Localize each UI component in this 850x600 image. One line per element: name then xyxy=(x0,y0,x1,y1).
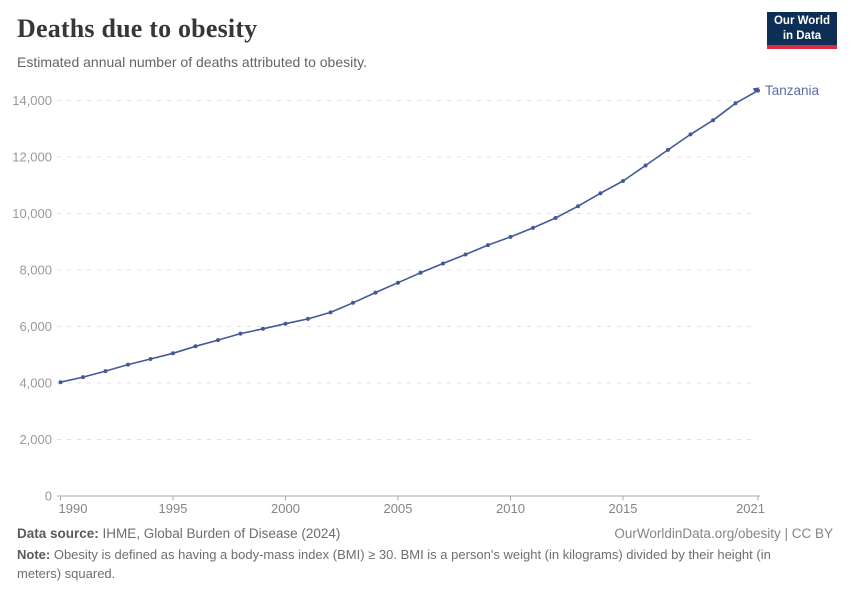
data-point[interactable] xyxy=(193,344,198,349)
plot-area[interactable]: 0 2,000 4,000 6,000 8,000 10,000 12,000 14,000 1… xyxy=(0,80,850,530)
chart-footer: Data source: IHME, Global Burden of Dise… xyxy=(17,526,833,584)
data-point[interactable] xyxy=(328,310,333,315)
data-point[interactable] xyxy=(621,179,625,183)
line-end-arrow-icon xyxy=(752,87,760,93)
y-axis-tick-label: 12,000 xyxy=(12,150,52,165)
data-point[interactable] xyxy=(216,338,220,343)
y-axis-tick-label: 2,000 xyxy=(19,432,52,447)
x-axis-tick-label: 2000 xyxy=(271,501,300,516)
line-chart[interactable]: 0 2,000 4,000 6,000 8,000 10,000 12,000 14,000 1… xyxy=(0,80,850,530)
chart-subtitle: Estimated annual number of deaths attrib… xyxy=(17,54,367,70)
data-point[interactable] xyxy=(531,225,535,230)
data-point[interactable] xyxy=(373,290,378,295)
owid-logo-line1: Our World xyxy=(773,15,830,28)
x-axis-tick-label: 2005 xyxy=(384,501,413,516)
data-point[interactable] xyxy=(283,321,288,326)
owid-logo-line2: in Data xyxy=(782,29,822,42)
data-point[interactable] xyxy=(418,270,423,275)
data-point[interactable] xyxy=(103,369,108,374)
data-point[interactable] xyxy=(508,234,513,239)
x-axis-tick-label: 1995 xyxy=(159,501,188,516)
data-point[interactable] xyxy=(598,191,603,196)
data-point[interactable] xyxy=(666,147,670,152)
data-point[interactable] xyxy=(643,163,648,168)
data-point[interactable] xyxy=(396,280,400,285)
y-axis-tick-label: 14,000 xyxy=(12,93,52,108)
owid-logo[interactable]: Our World in Data xyxy=(767,12,837,49)
data-line-tanzania[interactable] xyxy=(60,89,759,383)
data-point[interactable] xyxy=(126,362,130,367)
data-point[interactable] xyxy=(688,132,693,137)
data-point[interactable] xyxy=(261,326,265,331)
owid-license-link[interactable]: OurWorldinData.org/obesity | CC BY xyxy=(614,526,833,541)
data-point[interactable] xyxy=(306,316,310,321)
data-source: Data source: IHME, Global Burden of Dise… xyxy=(17,526,340,541)
y-axis-tick-label: 4,000 xyxy=(19,376,52,391)
x-axis-tick-label: 2021 xyxy=(736,501,765,516)
data-point[interactable] xyxy=(58,380,63,385)
data-point[interactable] xyxy=(486,243,490,248)
data-point[interactable] xyxy=(576,204,580,209)
y-axis-tick-label: 0 xyxy=(45,489,52,504)
data-source-label: Data source: xyxy=(17,526,99,541)
y-axis-tick-label: 10,000 xyxy=(12,206,52,221)
page-title: Deaths due to obesity xyxy=(17,14,258,43)
x-axis-tick-label: 2015 xyxy=(609,501,638,516)
data-point[interactable] xyxy=(238,331,243,336)
data-point[interactable] xyxy=(553,216,558,220)
data-point[interactable] xyxy=(171,351,175,356)
data-point[interactable] xyxy=(81,375,85,380)
x-axis-tick-label: 2010 xyxy=(496,501,525,516)
y-axis-tick-label: 6,000 xyxy=(19,319,52,334)
data-point[interactable] xyxy=(441,261,445,266)
note-value: Obesity is defined as having a body-mass… xyxy=(17,547,771,581)
data-point[interactable] xyxy=(711,118,715,123)
footer-top-row: Data source: IHME, Global Burden of Dise… xyxy=(17,526,833,541)
note-label: Note: xyxy=(17,547,51,562)
data-point[interactable] xyxy=(463,252,468,257)
data-source-value: IHME, Global Burden of Disease (2024) xyxy=(98,526,341,541)
y-axis-tick-label: 8,000 xyxy=(19,263,52,278)
entity-label-tanzania[interactable]: Tanzania xyxy=(765,83,820,98)
data-point[interactable] xyxy=(351,300,355,305)
data-point[interactable] xyxy=(733,101,738,106)
data-point[interactable] xyxy=(148,357,153,361)
x-axis-tick-label: 1990 xyxy=(59,501,88,516)
chart-note: Note: Obesity is defined as having a bod… xyxy=(17,546,797,584)
